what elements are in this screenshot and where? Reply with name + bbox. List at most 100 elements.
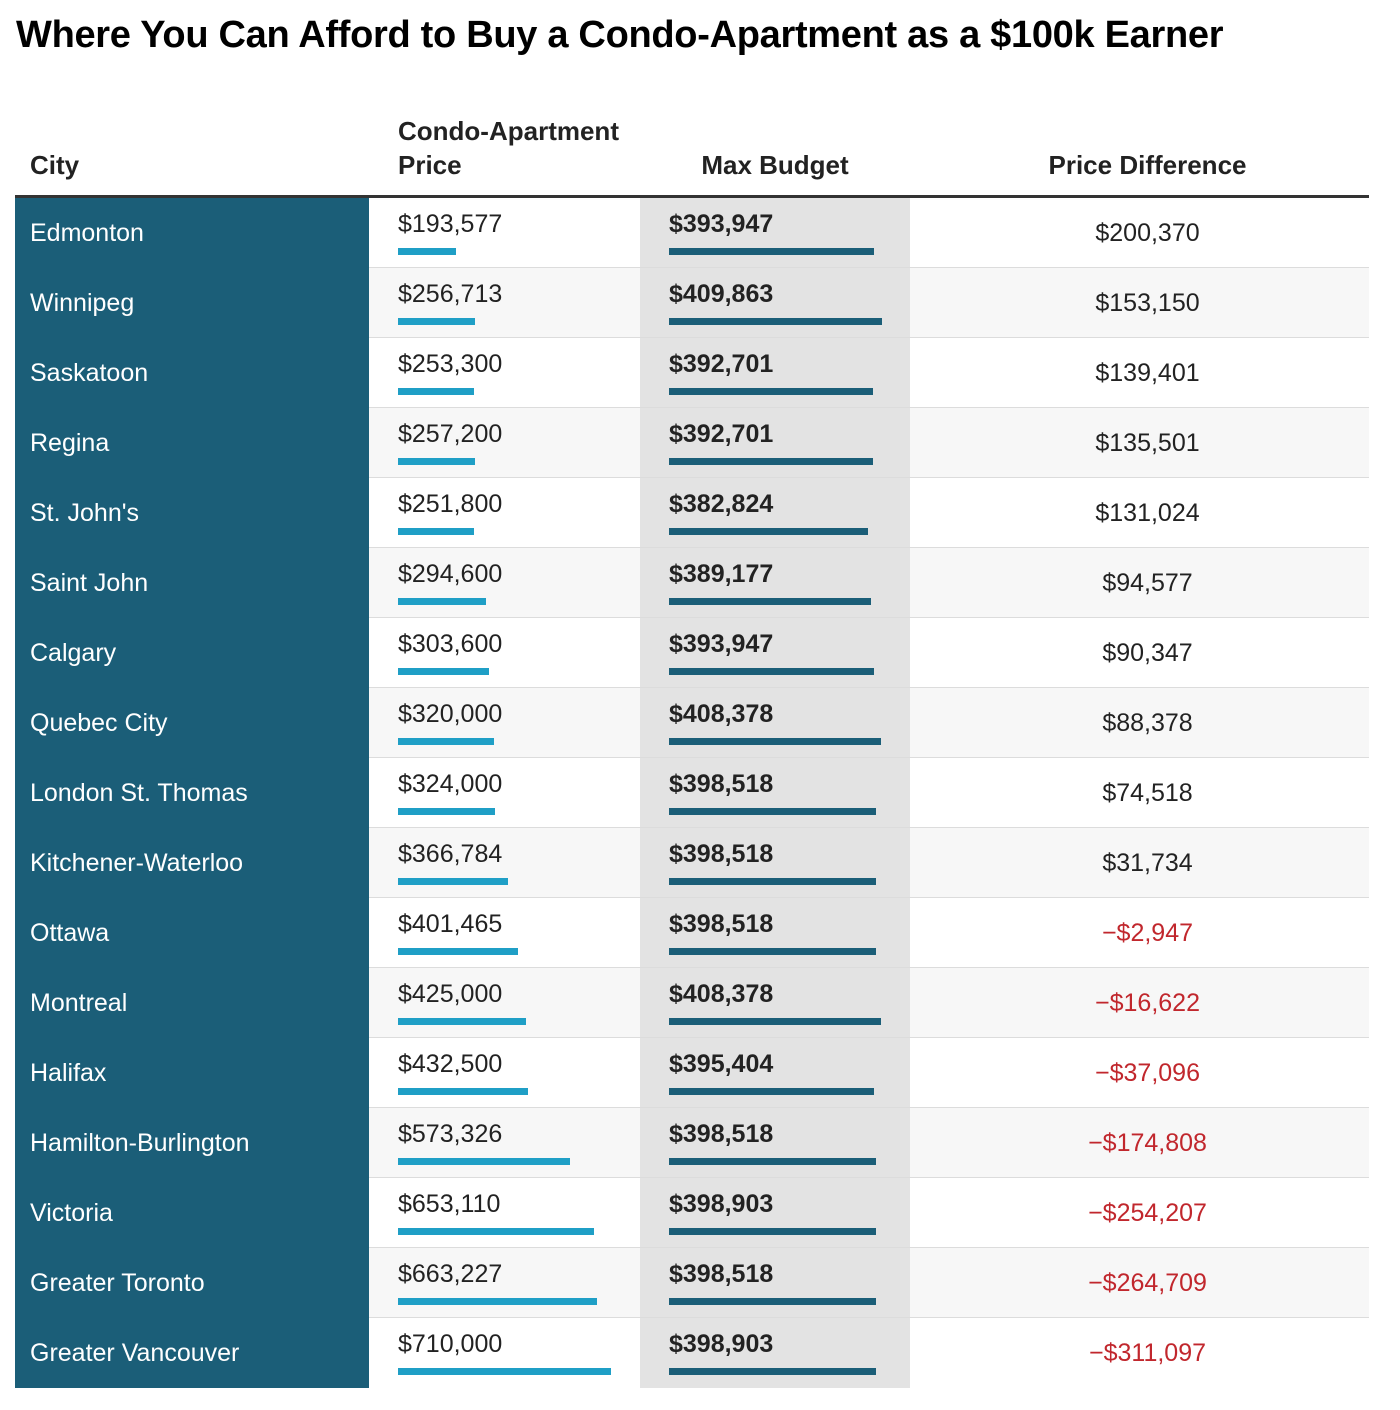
price-label: $401,465 [398, 910, 503, 938]
price-label: $294,600 [398, 560, 503, 588]
price-bar [398, 458, 476, 465]
difference-cell: $90,347 [1102, 638, 1193, 667]
price-label: $653,110 [398, 1190, 501, 1218]
difference-cell: −$2,947 [1101, 918, 1194, 947]
row-separator [369, 1177, 1369, 1178]
price-label: $366,784 [398, 840, 503, 868]
row-separator [369, 897, 1369, 898]
budget-background [640, 828, 910, 898]
budget-background [640, 408, 910, 478]
title: Where You Can Afford to Buy a Condo-Apar… [16, 14, 1224, 56]
budget-bar [669, 1088, 875, 1095]
difference-cell: −$174,808 [1088, 1128, 1207, 1157]
row-separator [369, 1317, 1369, 1318]
budget-bar [669, 1228, 877, 1235]
budget-bar [669, 738, 882, 745]
city-cell: Saint John [15, 548, 369, 618]
budget-background [640, 898, 910, 968]
price-bar [398, 808, 496, 815]
city-cell: St. John's [15, 478, 369, 548]
budget-background [640, 548, 910, 618]
price-label: $193,577 [398, 210, 503, 238]
city-cell: Montreal [15, 968, 369, 1038]
budget-background [640, 268, 910, 338]
price-bar [398, 318, 475, 325]
budget-label: $389,177 [669, 560, 774, 588]
difference-cell: $153,150 [1095, 288, 1200, 317]
price-bar [398, 1158, 570, 1165]
header-city: City [30, 150, 80, 180]
difference-cell: −$311,097 [1088, 1338, 1207, 1367]
price-bar [398, 1298, 597, 1305]
city-cell: Ottawa [15, 898, 369, 968]
city-cell: Hamilton-Burlington [15, 1108, 369, 1178]
budget-label: $398,518 [669, 910, 774, 938]
budget-label: $392,701 [669, 420, 774, 448]
row-separator [369, 337, 1369, 338]
header-budget: Max Budget [701, 150, 849, 180]
price-bar [398, 1088, 528, 1095]
budget-label: $398,903 [669, 1190, 774, 1218]
header-difference: Price Difference [1048, 150, 1247, 180]
budget-label: $409,863 [669, 280, 774, 308]
city-cell: London St. Thomas [15, 758, 369, 828]
budget-background [640, 688, 910, 758]
difference-cell: $88,378 [1102, 708, 1193, 737]
budget-label: $408,378 [669, 700, 774, 728]
budget-label: $393,947 [669, 630, 774, 658]
budget-bar [669, 318, 882, 325]
difference-cell: $31,734 [1102, 848, 1193, 877]
city-cell: Halifax [15, 1038, 369, 1108]
budget-label: $398,903 [669, 1330, 774, 1358]
price-label: $253,300 [398, 350, 503, 378]
budget-bar [669, 1368, 877, 1375]
city-cell: Kitchener-Waterloo [15, 828, 369, 898]
price-bar [398, 1368, 611, 1375]
price-label: $710,000 [398, 1330, 503, 1358]
price-label: $320,000 [398, 700, 503, 728]
row-separator [369, 617, 1369, 618]
row-separator [369, 1037, 1369, 1038]
price-bar [398, 388, 474, 395]
budget-background [640, 1108, 910, 1178]
budget-bar [669, 1158, 877, 1165]
row-separator [369, 827, 1369, 828]
price-bar [398, 1228, 594, 1235]
city-cell: Edmonton [15, 198, 369, 268]
difference-cell: $94,577 [1102, 568, 1193, 597]
city-cell: Regina [15, 408, 369, 478]
budget-label: $392,701 [669, 350, 774, 378]
price-bar [398, 668, 490, 675]
difference-cell: $139,401 [1095, 358, 1200, 387]
difference-cell: −$16,622 [1095, 988, 1200, 1017]
city-cell: Winnipeg [15, 268, 369, 338]
budget-bar [669, 1018, 882, 1025]
price-bar [398, 878, 509, 885]
price-bar [398, 1018, 526, 1025]
budget-bar [669, 248, 874, 255]
budget-bar [669, 668, 874, 675]
row-separator [369, 967, 1369, 968]
budget-label: $398,518 [669, 840, 774, 868]
price-label: $257,200 [398, 420, 503, 448]
price-bar [398, 598, 487, 605]
budget-bar [669, 458, 874, 465]
budget-bar [669, 808, 877, 815]
budget-background [640, 1248, 910, 1318]
price-bar [398, 948, 519, 955]
row-separator [369, 267, 1369, 268]
row-separator [369, 687, 1369, 688]
city-cell: Greater Toronto [15, 1248, 369, 1318]
budget-label: $395,404 [669, 1050, 774, 1078]
row-separator [369, 1247, 1369, 1248]
price-label: $324,000 [398, 770, 503, 798]
row-separator [369, 407, 1369, 408]
city-cell: Saskatoon [15, 338, 369, 408]
row-separator [369, 1107, 1369, 1108]
row-separator [369, 547, 1369, 548]
budget-label: $398,518 [669, 770, 774, 798]
header-price: Condo-Apartment Price [398, 116, 619, 180]
budget-background [640, 478, 910, 548]
budget-bar [669, 528, 868, 535]
